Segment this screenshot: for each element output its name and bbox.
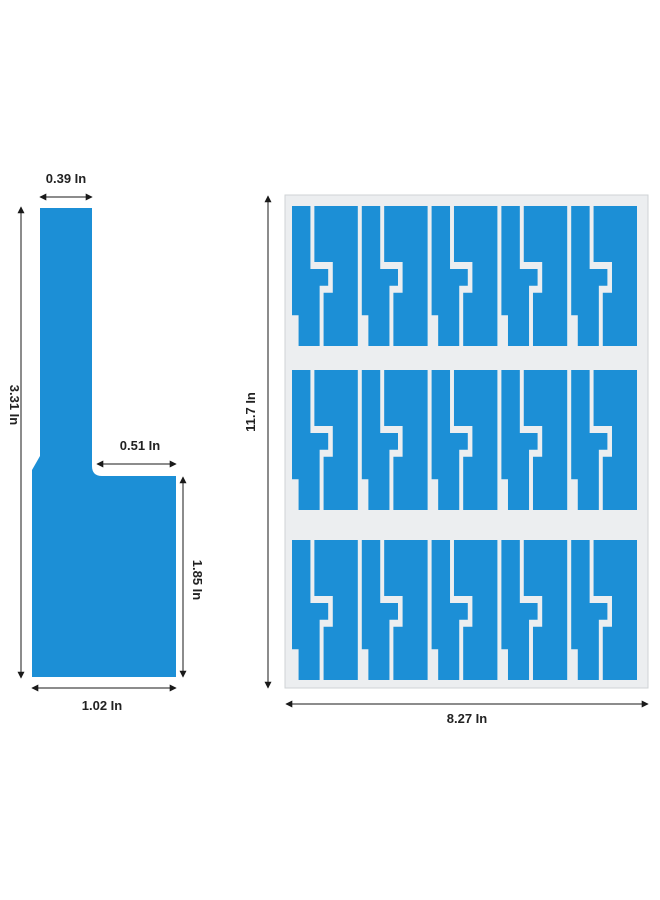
dim-body-width: 1.02 In: [31, 684, 177, 713]
sheet-label-right-piece: [523, 206, 568, 346]
sheet-label-right-piece: [453, 370, 498, 510]
sheet-label-right-piece: [453, 206, 498, 346]
dim-tail-width: 0.39 In: [39, 171, 93, 201]
single-label-shape: [32, 208, 176, 677]
sheet-labels: [292, 206, 637, 680]
sheet-label-left-piece: [292, 206, 329, 346]
sheet-label-left-piece: [361, 370, 398, 510]
dim-sheet-width: 8.27 In: [285, 700, 649, 726]
dim-body-extension-label: 0.51 In: [120, 438, 161, 453]
dim-body-width-label: 1.02 In: [82, 698, 123, 713]
sheet-label-right-piece: [314, 370, 358, 510]
sheet-label-left-piece: [501, 206, 538, 346]
sheet-label-left-piece: [571, 540, 608, 680]
sheet-label-left-piece: [361, 206, 398, 346]
sheet-label-left-piece: [431, 540, 468, 680]
dim-total-height-label: 3.31 In: [7, 385, 22, 426]
dim-body-extension: 0.51 In: [96, 438, 177, 468]
sheet-label-right-piece: [384, 540, 428, 680]
sheet-label-right-piece: [384, 370, 428, 510]
sheet-label-left-piece: [501, 540, 538, 680]
sheet-label-right-piece: [384, 206, 428, 346]
sheet-label-left-piece: [361, 540, 398, 680]
sheet-label-right-piece: [593, 370, 637, 510]
dim-total-height: 3.31 In: [7, 206, 25, 679]
sheet-label-right-piece: [593, 206, 637, 346]
dim-sheet-height: 11.7 In: [243, 195, 272, 689]
sheet-label-left-piece: [431, 370, 468, 510]
dim-body-height-label: 1.85 In: [190, 560, 205, 601]
sheet-label-left-piece: [431, 206, 468, 346]
sheet-label-left-piece: [571, 206, 608, 346]
sheet-label-right-piece: [453, 540, 498, 680]
sheet-label-left-piece: [292, 540, 329, 680]
sheet-label-right-piece: [593, 540, 637, 680]
sheet-label-left-piece: [501, 370, 538, 510]
sheet-label-right-piece: [523, 370, 568, 510]
dim-tail-width-label: 0.39 In: [46, 171, 87, 186]
single-label: [32, 208, 176, 677]
sheet-label-right-piece: [523, 540, 568, 680]
sheet-label-right-piece: [314, 206, 358, 346]
dim-sheet-width-label: 8.27 In: [447, 711, 488, 726]
sheet-label-left-piece: [571, 370, 608, 510]
sheet-label-right-piece: [314, 540, 358, 680]
sheet-label-left-piece: [292, 370, 329, 510]
dim-body-height: 1.85 In: [179, 476, 205, 678]
dim-sheet-height-label: 11.7 In: [243, 392, 258, 432]
